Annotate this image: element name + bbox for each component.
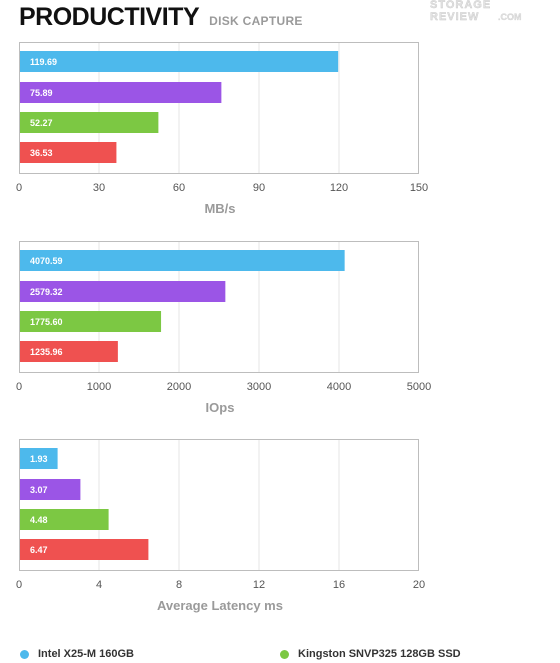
legend-label-intel: Intel X25-M 160GB — [38, 648, 134, 660]
iops-tick-label: 4000 — [327, 381, 351, 393]
iops-axis-title: IOps — [206, 400, 235, 415]
iops-tick-label: 2000 — [167, 381, 191, 393]
latency-bar — [20, 448, 58, 469]
iops-chart: 4070.59 2579.32 1775.60 1235.96 0 1000 2000 300… — [16, 241, 431, 415]
latency-bar-value-label: 3.07 — [30, 485, 48, 495]
iops-bar — [20, 281, 226, 302]
legend-item-kingston: Kingston SNVP325 128GB SSD — [280, 648, 461, 660]
page-subtitle: DISK CAPTURE — [209, 14, 303, 28]
throughput-axis-title: MB/s — [204, 201, 235, 216]
iops-tick-label: 0 — [16, 381, 22, 393]
throughput-tick-label: 30 — [93, 182, 105, 194]
throughput-bar — [20, 51, 339, 72]
iops-bar-value-label: 4070.59 — [30, 256, 63, 266]
throughput-tick-label: 0 — [16, 182, 22, 194]
iops-plot-frame — [19, 241, 419, 373]
iops-bar — [20, 250, 345, 271]
latency-tick-label: 0 — [16, 579, 22, 591]
throughput-tick-label: 150 — [410, 182, 428, 194]
iops-bar — [20, 341, 118, 362]
throughput-bar-value-label: 36.53 — [30, 148, 53, 158]
chart-legend: Intel X25-M 160GB Kingston SNVP325 128GB… — [0, 648, 560, 663]
page-header: PRODUCTIVITY DISK CAPTURE — [19, 0, 303, 30]
legend-item-intel: Intel X25-M 160GB — [20, 648, 134, 660]
throughput-tick-label: 60 — [173, 182, 185, 194]
legend-swatch-kingston — [280, 649, 289, 659]
latency-tick-label: 20 — [413, 579, 425, 591]
latency-axis-title: Average Latency ms — [157, 598, 283, 613]
latency-tick-label: 4 — [96, 579, 102, 591]
latency-plot-frame — [19, 439, 419, 571]
latency-chart: 1.93 3.07 4.48 6.47 0 4 8 12 16 20 Average Latency… — [16, 439, 425, 613]
throughput-bar — [20, 112, 159, 133]
throughput-bar — [20, 82, 222, 103]
latency-bar — [20, 509, 109, 530]
iops-tick-label: 1000 — [87, 381, 111, 393]
throughput-plot-frame — [19, 42, 419, 174]
latency-tick-label: 12 — [253, 579, 265, 591]
iops-tick-label: 5000 — [407, 381, 431, 393]
page-title: PRODUCTIVITY — [19, 3, 200, 31]
legend-swatch-intel — [20, 649, 29, 659]
iops-bar-value-label: 1235.96 — [30, 347, 63, 357]
iops-tick-label: 3000 — [247, 381, 271, 393]
legend-label-kingston: Kingston SNVP325 128GB SSD — [298, 648, 461, 660]
throughput-bar-value-label: 52.27 — [30, 118, 53, 128]
latency-bar — [20, 539, 149, 560]
latency-bar-value-label: 1.93 — [30, 454, 48, 464]
throughput-bar — [20, 142, 117, 163]
watermark-line1: STORAGE — [430, 0, 491, 11]
throughput-bar-value-label: 75.89 — [30, 88, 53, 98]
throughput-tick-label: 90 — [253, 182, 265, 194]
latency-tick-label: 8 — [176, 579, 182, 591]
latency-tick-label: 16 — [333, 579, 345, 591]
latency-bar-value-label: 6.47 — [30, 545, 48, 555]
latency-bar-value-label: 4.48 — [30, 515, 48, 525]
iops-bar-value-label: 1775.60 — [30, 317, 63, 327]
latency-bar — [20, 479, 81, 500]
site-watermark-logo: STORAGE REVIEW .COM — [430, 0, 522, 22]
watermark-suffix: .COM — [498, 12, 522, 22]
iops-bar — [20, 311, 162, 332]
throughput-bar-value-label: 119.69 — [30, 57, 57, 67]
throughput-tick-label: 120 — [330, 182, 348, 194]
throughput-chart: 119.69 75.89 52.27 36.53 0 30 60 90 120 150 MB/s — [16, 42, 428, 216]
watermark-line2: REVIEW — [430, 11, 479, 22]
iops-bar-value-label: 2579.32 — [30, 287, 63, 297]
